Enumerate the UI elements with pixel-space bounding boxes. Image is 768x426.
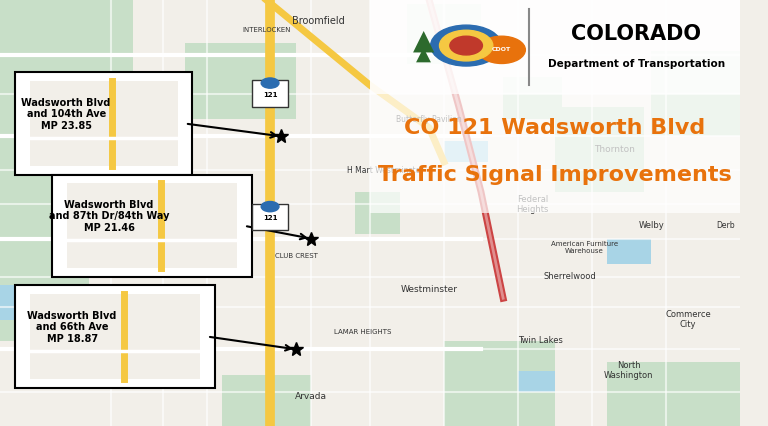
Text: Commerce
City: Commerce City	[665, 310, 711, 329]
FancyBboxPatch shape	[222, 375, 311, 426]
Text: American Furniture
Warehouse: American Furniture Warehouse	[551, 241, 618, 253]
Text: Sherrelwood: Sherrelwood	[544, 272, 596, 282]
Text: Derb: Derb	[716, 221, 734, 230]
FancyBboxPatch shape	[185, 43, 296, 119]
Circle shape	[450, 36, 482, 55]
Text: ▲: ▲	[415, 45, 431, 64]
Circle shape	[261, 201, 279, 212]
Text: 121: 121	[263, 215, 277, 221]
FancyBboxPatch shape	[51, 175, 252, 277]
FancyBboxPatch shape	[30, 294, 200, 379]
Text: CDOT: CDOT	[492, 47, 511, 52]
FancyBboxPatch shape	[355, 192, 399, 234]
FancyBboxPatch shape	[607, 239, 651, 264]
FancyBboxPatch shape	[0, 285, 45, 320]
FancyBboxPatch shape	[503, 77, 562, 119]
FancyBboxPatch shape	[407, 4, 481, 64]
Text: Traffic Signal Improvements: Traffic Signal Improvements	[378, 165, 732, 184]
Text: 121: 121	[263, 92, 277, 98]
Text: Rocky
Natl
Wild.
Refuge: Rocky Natl Wild. Refuge	[25, 148, 49, 176]
FancyBboxPatch shape	[253, 80, 288, 106]
Text: Twin Lakes: Twin Lakes	[518, 336, 563, 345]
FancyBboxPatch shape	[370, 94, 740, 213]
Text: Wadsworth Blvd
and 87th Dr/84th Way
MP 21.46: Wadsworth Blvd and 87th Dr/84th Way MP 2…	[49, 200, 170, 233]
Circle shape	[261, 78, 279, 88]
Text: INTERLOCKEN: INTERLOCKEN	[242, 27, 290, 33]
Text: Westminster: Westminster	[401, 285, 458, 294]
Circle shape	[439, 30, 493, 61]
FancyBboxPatch shape	[0, 0, 133, 192]
FancyBboxPatch shape	[607, 362, 740, 426]
Text: Wadsworth Blvd
and 104th Ave
MP 23.85: Wadsworth Blvd and 104th Ave MP 23.85	[22, 98, 111, 131]
Text: ▲: ▲	[412, 26, 434, 55]
FancyBboxPatch shape	[67, 183, 237, 268]
Text: North
Washington: North Washington	[604, 361, 654, 380]
Text: Department of Transportation: Department of Transportation	[548, 59, 725, 69]
FancyBboxPatch shape	[444, 341, 555, 426]
FancyBboxPatch shape	[253, 204, 288, 230]
Text: Welby: Welby	[638, 221, 664, 230]
Text: Long Lake
Regional Park: Long Lake Regional Park	[21, 326, 68, 339]
Text: Wadsworth Blvd
and 66th Ave
MP 18.87: Wadsworth Blvd and 66th Ave MP 18.87	[28, 311, 117, 344]
FancyBboxPatch shape	[518, 371, 555, 392]
FancyBboxPatch shape	[15, 72, 192, 175]
Text: Thornton: Thornton	[594, 144, 634, 154]
Text: COLORADO: COLORADO	[571, 24, 701, 44]
FancyBboxPatch shape	[651, 51, 740, 136]
Text: Arvada: Arvada	[295, 391, 326, 401]
FancyBboxPatch shape	[133, 141, 192, 192]
Text: Broomfield: Broomfield	[292, 16, 345, 26]
FancyBboxPatch shape	[30, 81, 177, 166]
Text: CO 121 Wadsworth Blvd: CO 121 Wadsworth Blvd	[404, 118, 706, 138]
Circle shape	[431, 25, 502, 66]
Circle shape	[478, 36, 525, 63]
FancyBboxPatch shape	[444, 141, 488, 162]
FancyBboxPatch shape	[555, 106, 644, 192]
Text: CLUB CREST: CLUB CREST	[274, 253, 317, 259]
Text: LAMAR HEIGHTS: LAMAR HEIGHTS	[334, 329, 391, 335]
FancyBboxPatch shape	[15, 285, 214, 388]
Text: Butterfly Pavilion: Butterfly Pavilion	[396, 115, 462, 124]
Text: Federal
Heights: Federal Heights	[517, 195, 549, 214]
Text: Leyden: Leyden	[111, 251, 141, 260]
Text: H Mart Westminster: H Mart Westminster	[346, 166, 423, 175]
FancyBboxPatch shape	[370, 0, 740, 94]
FancyBboxPatch shape	[0, 192, 89, 341]
